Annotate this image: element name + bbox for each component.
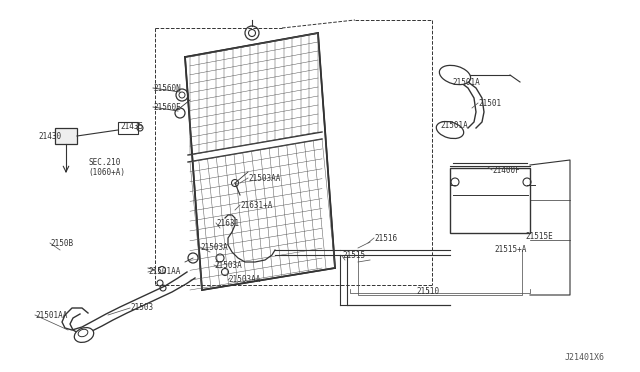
- Text: 21501AA: 21501AA: [35, 311, 67, 320]
- Bar: [450, 168, 530, 233]
- Ellipse shape: [436, 122, 464, 138]
- Text: 21501: 21501: [478, 99, 501, 108]
- Bar: [55, 128, 77, 144]
- Text: 21515+A: 21515+A: [494, 246, 526, 254]
- Text: SEC.210: SEC.210: [88, 157, 120, 167]
- Text: 21503: 21503: [130, 304, 153, 312]
- Text: 21503A: 21503A: [200, 243, 228, 251]
- Text: 21501A: 21501A: [452, 77, 480, 87]
- Text: (1060+A): (1060+A): [88, 167, 125, 176]
- Ellipse shape: [74, 328, 93, 342]
- Text: 21631: 21631: [216, 218, 239, 228]
- Text: 21503AA: 21503AA: [228, 276, 260, 285]
- Text: 21631+A: 21631+A: [240, 201, 273, 209]
- Text: 21510: 21510: [417, 288, 440, 296]
- Text: 21400F: 21400F: [492, 166, 520, 174]
- Text: 21560E: 21560E: [153, 103, 180, 112]
- Circle shape: [445, 125, 455, 135]
- Text: 21435: 21435: [120, 122, 143, 131]
- Bar: [118, 122, 138, 134]
- Text: 21501A: 21501A: [440, 121, 468, 129]
- Text: 21515: 21515: [342, 251, 365, 260]
- Text: 21503AA: 21503AA: [248, 173, 280, 183]
- Text: 21430: 21430: [38, 131, 61, 141]
- Text: J21401X6: J21401X6: [565, 353, 605, 362]
- Ellipse shape: [78, 329, 88, 337]
- Text: 21515E: 21515E: [525, 231, 553, 241]
- Circle shape: [449, 69, 461, 81]
- Text: 2150B: 2150B: [50, 238, 73, 247]
- Text: 21501AA: 21501AA: [148, 267, 180, 276]
- Text: 21560N: 21560N: [153, 83, 180, 93]
- Text: 21516: 21516: [374, 234, 397, 243]
- Ellipse shape: [440, 65, 470, 84]
- Text: 21503A: 21503A: [214, 260, 242, 269]
